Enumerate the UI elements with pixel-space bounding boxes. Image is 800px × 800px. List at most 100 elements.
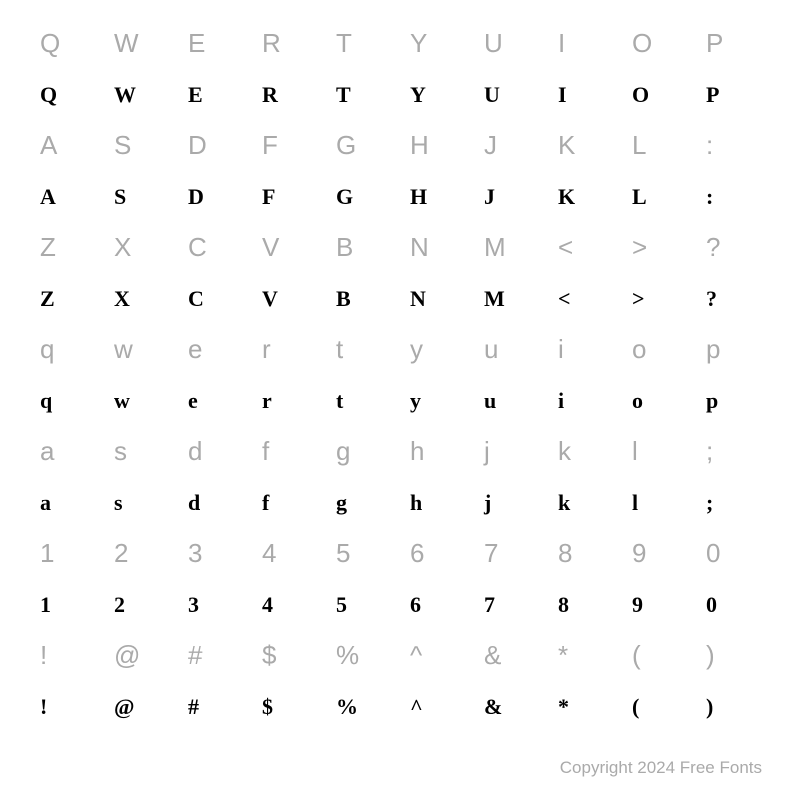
sample-glyph: ) — [706, 694, 713, 720]
reference-glyph: J — [484, 130, 497, 161]
reference-glyph: ( — [632, 640, 641, 671]
reference-glyph: W — [114, 28, 139, 59]
reference-char-cell: I — [548, 18, 622, 69]
reference-glyph: Y — [410, 28, 427, 59]
sample-char-cell: Q — [30, 69, 104, 120]
reference-glyph: 2 — [114, 538, 128, 569]
reference-char-cell: S — [104, 120, 178, 171]
reference-glyph: P — [706, 28, 723, 59]
reference-char-cell: Z — [30, 222, 104, 273]
reference-char-cell: ) — [696, 630, 770, 681]
reference-glyph: A — [40, 130, 57, 161]
reference-char-cell: l — [622, 426, 696, 477]
sample-glyph: ? — [706, 286, 717, 312]
sample-glyph: h — [410, 490, 422, 516]
reference-glyph: R — [262, 28, 281, 59]
sample-glyph: o — [632, 388, 643, 414]
sample-glyph: 4 — [262, 592, 273, 618]
reference-glyph: w — [114, 334, 133, 365]
sample-char-cell: U — [474, 69, 548, 120]
sample-glyph: * — [558, 694, 569, 720]
sample-glyph: f — [262, 490, 269, 516]
reference-char-cell: i — [548, 324, 622, 375]
sample-char-cell: p — [696, 375, 770, 426]
sample-char-cell: > — [622, 273, 696, 324]
reference-glyph: E — [188, 28, 205, 59]
reference-glyph: & — [484, 640, 501, 671]
sample-char-cell: L — [622, 171, 696, 222]
sample-glyph: 0 — [706, 592, 717, 618]
reference-glyph: S — [114, 130, 131, 161]
reference-char-cell: ( — [622, 630, 696, 681]
sample-char-cell: & — [474, 681, 548, 732]
sample-glyph: ; — [706, 490, 713, 516]
sample-glyph: 3 — [188, 592, 199, 618]
reference-char-cell: 1 — [30, 528, 104, 579]
sample-glyph: M — [484, 286, 505, 312]
sample-char-cell: 3 — [178, 579, 252, 630]
sample-char-cell: : — [696, 171, 770, 222]
sample-char-cell: 6 — [400, 579, 474, 630]
sample-glyph: P — [706, 82, 719, 108]
reference-glyph: * — [558, 640, 568, 671]
reference-glyph: a — [40, 436, 54, 467]
reference-char-cell: @ — [104, 630, 178, 681]
reference-glyph: F — [262, 130, 278, 161]
sample-char-cell: ! — [30, 681, 104, 732]
sample-char-cell: s — [104, 477, 178, 528]
reference-glyph: Q — [40, 28, 60, 59]
sample-glyph: g — [336, 490, 347, 516]
sample-char-cell: % — [326, 681, 400, 732]
sample-glyph: ! — [40, 694, 47, 720]
reference-char-cell: ^ — [400, 630, 474, 681]
sample-glyph: i — [558, 388, 564, 414]
copyright-text: Copyright 2024 Free Fonts — [560, 758, 762, 778]
reference-char-cell: 2 — [104, 528, 178, 579]
reference-char-cell: k — [548, 426, 622, 477]
sample-glyph: k — [558, 490, 570, 516]
sample-char-cell: o — [622, 375, 696, 426]
sample-glyph: H — [410, 184, 427, 210]
reference-glyph: j — [484, 436, 490, 467]
sample-glyph: # — [188, 694, 199, 720]
reference-char-cell: K — [548, 120, 622, 171]
sample-char-cell: * — [548, 681, 622, 732]
sample-glyph: $ — [262, 694, 273, 720]
sample-char-cell: @ — [104, 681, 178, 732]
reference-char-cell: X — [104, 222, 178, 273]
reference-glyph: @ — [114, 640, 140, 671]
sample-char-cell: # — [178, 681, 252, 732]
sample-char-cell: 1 — [30, 579, 104, 630]
sample-char-cell: H — [400, 171, 474, 222]
sample-char-cell: F — [252, 171, 326, 222]
sample-glyph: G — [336, 184, 353, 210]
sample-glyph: t — [336, 388, 343, 414]
sample-char-cell: y — [400, 375, 474, 426]
sample-glyph: 2 — [114, 592, 125, 618]
reference-glyph: 8 — [558, 538, 572, 569]
reference-glyph: T — [336, 28, 352, 59]
sample-char-cell: l — [622, 477, 696, 528]
reference-glyph: 0 — [706, 538, 720, 569]
sample-glyph: & — [484, 694, 502, 720]
sample-glyph: I — [558, 82, 567, 108]
sample-char-cell: ) — [696, 681, 770, 732]
reference-glyph: i — [558, 334, 564, 365]
reference-glyph: 3 — [188, 538, 202, 569]
sample-glyph: > — [632, 286, 645, 312]
reference-char-cell: W — [104, 18, 178, 69]
sample-glyph: X — [114, 286, 130, 312]
reference-char-cell: H — [400, 120, 474, 171]
sample-glyph: F — [262, 184, 275, 210]
sample-char-cell: e — [178, 375, 252, 426]
sample-glyph: O — [632, 82, 649, 108]
reference-char-cell: % — [326, 630, 400, 681]
reference-char-cell: : — [696, 120, 770, 171]
reference-char-cell: d — [178, 426, 252, 477]
sample-glyph: W — [114, 82, 136, 108]
reference-char-cell: D — [178, 120, 252, 171]
reference-char-cell: E — [178, 18, 252, 69]
reference-char-cell: a — [30, 426, 104, 477]
reference-glyph: g — [336, 436, 350, 467]
sample-char-cell: 4 — [252, 579, 326, 630]
